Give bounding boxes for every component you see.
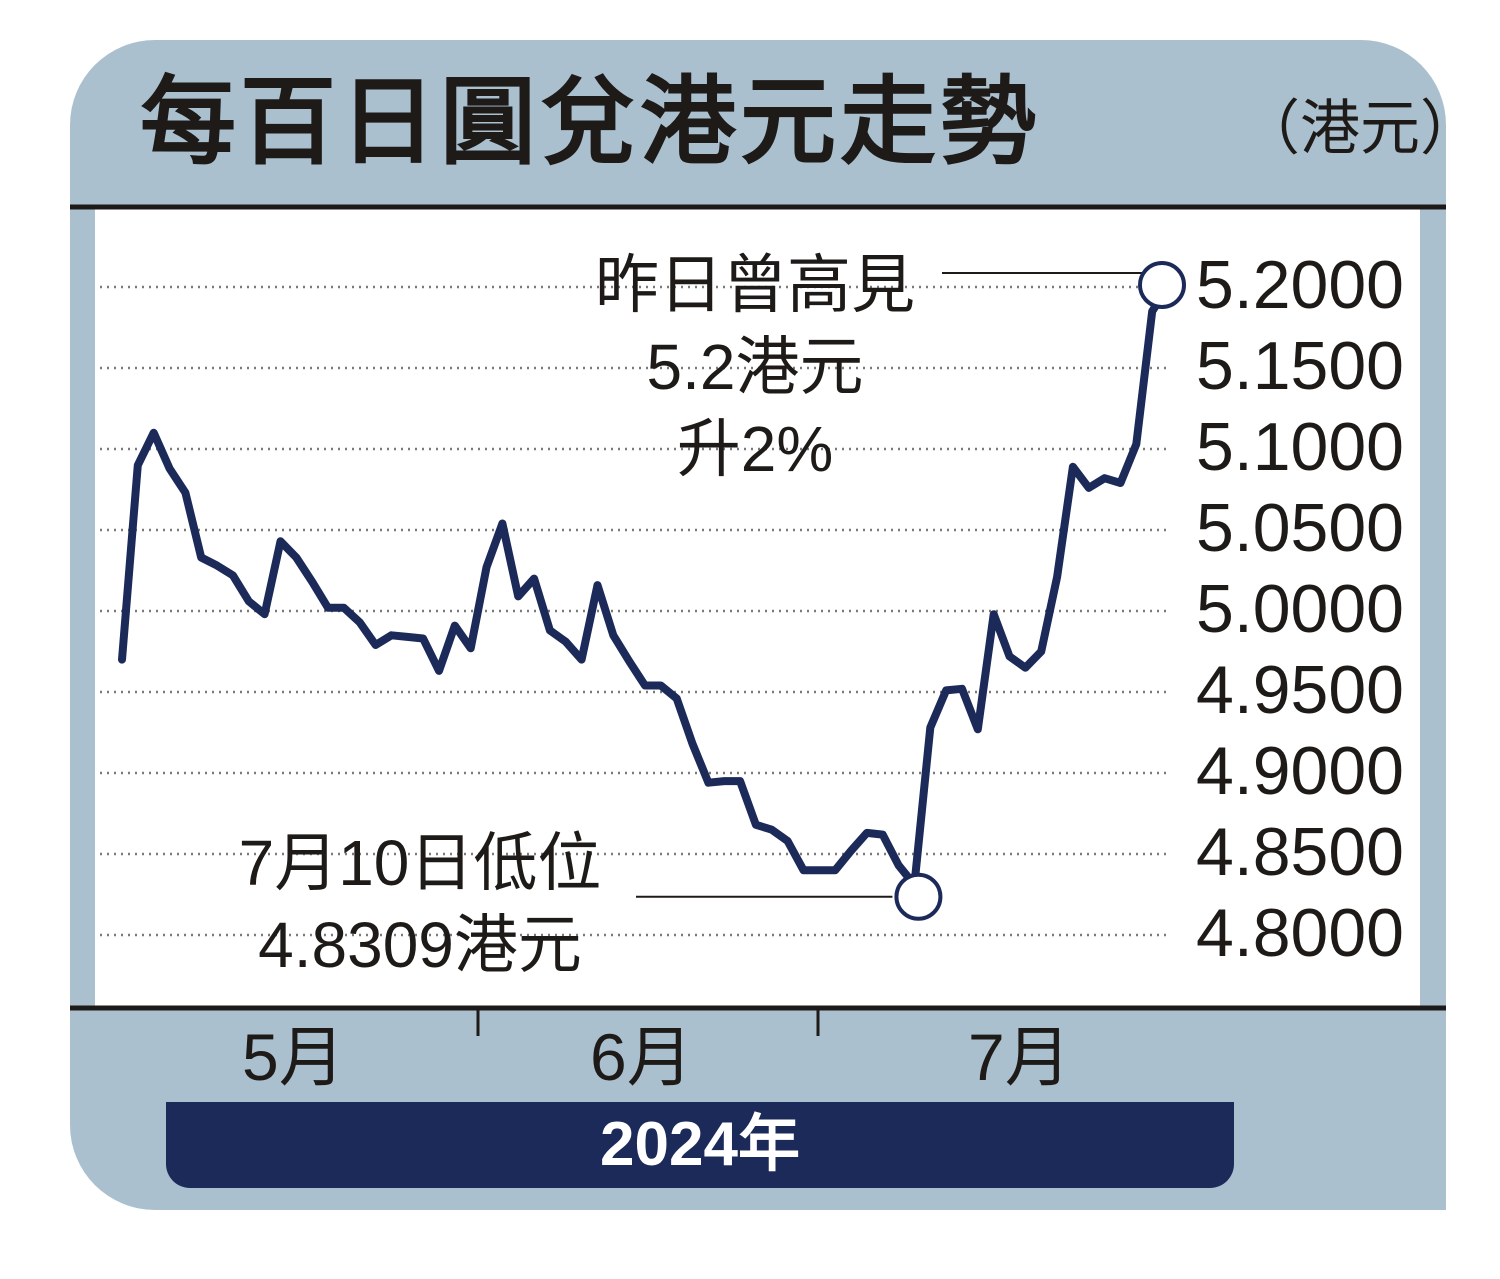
- y-tick-label: 5.0500: [1196, 490, 1404, 566]
- y-tick-label: 5.0000: [1196, 571, 1404, 647]
- low-annotation: 7月10日低位 4.8309港元: [190, 822, 650, 986]
- y-tick-label: 5.2000: [1196, 247, 1404, 323]
- high-annotation-line: 升2%: [676, 413, 834, 485]
- y-tick-label: 5.1000: [1196, 409, 1404, 485]
- low-marker: [894, 872, 943, 921]
- high-annotation-line: 5.2港元: [646, 331, 864, 403]
- x-tick-label-jul: 7月: [968, 1020, 1071, 1094]
- series-line: [118, 283, 1172, 889]
- chart-title: 每百日圓兌港元走勢: [140, 66, 1040, 178]
- markers: [894, 261, 1186, 921]
- low-annotation-line: 7月10日低位: [238, 827, 602, 899]
- annotation-leaders: [636, 272, 1146, 898]
- high-marker: [1138, 261, 1186, 309]
- y-tick-label: 4.8000: [1196, 895, 1404, 971]
- y-tick-label: 5.1500: [1196, 328, 1404, 404]
- high-annotation: 昨日曾高見 5.2港元 升2%: [560, 244, 950, 490]
- year-bar: 2024年: [166, 1102, 1234, 1188]
- gridlines: [100, 285, 1168, 937]
- x-tick-label-may: 5月: [242, 1020, 345, 1094]
- low-annotation-line: 4.8309港元: [258, 909, 582, 981]
- unit-label: （港元）: [1240, 94, 1480, 164]
- plot-area: [95, 208, 1420, 1008]
- y-tick-label: 4.8500: [1196, 814, 1404, 890]
- series-line-group: [118, 283, 1172, 889]
- high-annotation-line: 昨日曾高見: [595, 249, 915, 321]
- y-tick-label: 4.9500: [1196, 652, 1404, 728]
- y-tick-label: 4.9000: [1196, 733, 1404, 809]
- x-tick-label-jun: 6月: [590, 1020, 693, 1094]
